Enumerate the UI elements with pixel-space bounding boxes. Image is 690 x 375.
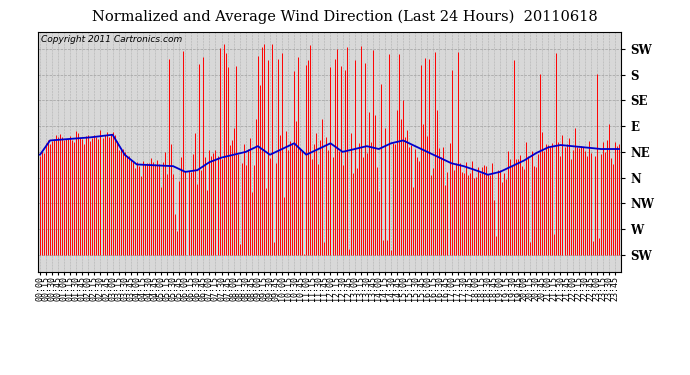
Text: Normalized and Average Wind Direction (Last 24 Hours)  20110618: Normalized and Average Wind Direction (L… xyxy=(92,9,598,24)
Text: Copyright 2011 Cartronics.com: Copyright 2011 Cartronics.com xyxy=(41,36,182,45)
